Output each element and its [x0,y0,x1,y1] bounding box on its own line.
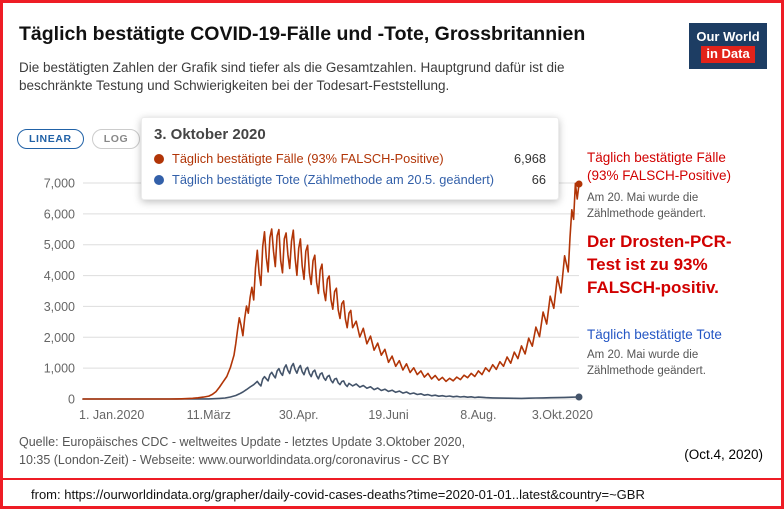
scale-toggle: LINEAR LOG [17,129,141,149]
svg-text:5,000: 5,000 [44,238,75,252]
annotation-line: Test ist zu 93% [587,254,708,274]
deaths-method-note: Am 20. Mai wurde die Zählmethode geänder… [587,348,777,379]
tooltip-deaths-value: 66 [531,172,546,187]
svg-text:8.Aug.: 8.Aug. [460,408,496,422]
svg-text:4,000: 4,000 [44,269,75,283]
svg-text:19.Juni: 19.Juni [368,408,408,422]
log-button[interactable]: LOG [91,129,141,149]
source-url: from: https://ourworldindata.org/grapher… [31,487,645,502]
tooltip-cases-label: Täglich bestätigte Fälle (93% FALSCH-Pos… [172,151,444,166]
owid-logo-line2: in Data [701,46,755,63]
deaths-series-annotation: Täglich bestätigte Tote [587,327,722,342]
annotation-line: Zählmethode geändert. [587,207,706,220]
svg-text:1,000: 1,000 [44,362,75,376]
svg-text:3.Okt.2020: 3.Okt.2020 [532,408,593,422]
annotation-line: Zählmethode geändert. [587,364,706,377]
annotation-line: Täglich bestätigte Fälle [587,150,726,165]
cases-series-annotation: Täglich bestätigte Fälle (93% FALSCH-Pos… [587,149,781,184]
deaths-series-dot-icon [154,174,164,185]
red-divider [3,478,781,480]
chart-subtitle: Die bestätigten Zahlen der Grafik sind t… [19,60,565,94]
page-title: Täglich bestätigte COVID-19-Fälle und -T… [19,23,586,45]
owid-logo[interactable]: Our World in Data [689,23,767,69]
source-line: 10:35 (London-Zeit) - Webseite: www.ourw… [19,453,450,468]
annotation-line: FALSCH-positiv. [587,277,719,297]
svg-text:3,000: 3,000 [44,300,75,314]
tooltip-cases-value: 6,968 [513,151,546,166]
drosten-claim-annotation: Der Drosten-PCR- Test ist zu 93% FALSCH-… [587,231,781,300]
source-note: Quelle: Europäisches CDC - weltweites Up… [19,433,639,469]
svg-text:6,000: 6,000 [44,207,75,221]
annotation-line: Der Drosten-PCR- [587,232,732,251]
svg-text:30.Apr.: 30.Apr. [279,408,319,422]
tooltip-row-cases: Täglich bestätigte Fälle (93% FALSCH-Pos… [154,148,546,169]
source-line: Quelle: Europäisches CDC - weltweites Up… [19,435,466,449]
svg-text:2,000: 2,000 [44,331,75,345]
cases-series-dot-icon [154,153,164,164]
annotation-line: (93% FALSCH-Positive) [587,167,732,183]
annotation-date: (Oct.4, 2020) [684,447,763,462]
svg-text:11.März: 11.März [187,408,231,422]
svg-text:7,000: 7,000 [44,177,75,191]
annotation-line: Am 20. Mai wurde die [587,349,699,361]
linear-button[interactable]: LINEAR [17,129,84,149]
hover-tooltip: 3. Oktober 2020 Täglich bestätigte Fälle… [141,117,559,200]
tooltip-row-deaths: Täglich bestätigte Tote (Zählmethode am … [154,169,546,190]
tooltip-date: 3. Oktober 2020 [154,126,266,143]
svg-text:0: 0 [68,393,75,407]
svg-text:1. Jan.2020: 1. Jan.2020 [79,408,144,422]
tooltip-deaths-label: Täglich bestätigte Tote (Zählmethode am … [172,172,495,187]
owid-logo-line1: Our World [696,29,760,44]
cases-method-note: Am 20. Mai wurde die Zählmethode geänder… [587,191,777,222]
annotation-line: Am 20. Mai wurde die [587,192,699,204]
